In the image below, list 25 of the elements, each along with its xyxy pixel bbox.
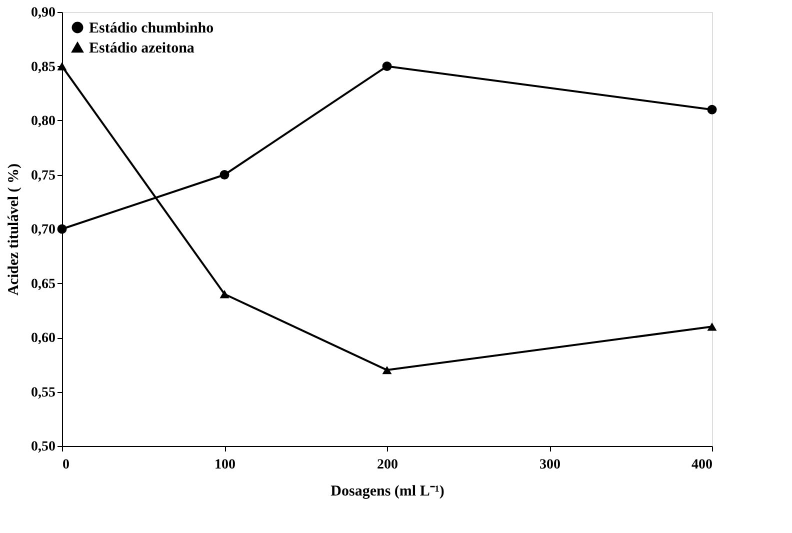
y-tick-label: 0,70 bbox=[31, 222, 56, 238]
y-tick-label: 0,65 bbox=[31, 276, 56, 292]
y-axis-title: Acidez titulável ( %) bbox=[6, 163, 22, 296]
y-tick-label: 0,50 bbox=[31, 440, 56, 454]
point bbox=[220, 290, 230, 298]
x-axis-title: Dosagens (ml L⁻¹) bbox=[330, 484, 444, 500]
point bbox=[57, 224, 67, 234]
point bbox=[707, 322, 717, 331]
y-tick-label: 0,80 bbox=[31, 114, 56, 129]
y-tick-label: 0,75 bbox=[31, 168, 56, 184]
x-tick-label: 300 bbox=[540, 458, 560, 472]
point bbox=[382, 366, 392, 374]
y-tick-label: 0,60 bbox=[31, 331, 56, 346]
point bbox=[707, 104, 717, 114]
x-tick-label: 400 bbox=[692, 458, 712, 472]
x-tick-label: 200 bbox=[377, 458, 398, 472]
legend-label: Estádio azeitona bbox=[89, 40, 195, 56]
point bbox=[220, 170, 230, 180]
x-tick-label: 0 bbox=[62, 458, 70, 472]
point bbox=[382, 62, 392, 71]
y-tick-label: 0,55 bbox=[31, 385, 56, 400]
y-tick-label: 0,90 bbox=[31, 6, 56, 20]
legend-label: Estádio chumbinho bbox=[89, 20, 214, 36]
y-tick-label: 0,85 bbox=[31, 60, 56, 75]
x-tick-label: 100 bbox=[214, 458, 236, 472]
